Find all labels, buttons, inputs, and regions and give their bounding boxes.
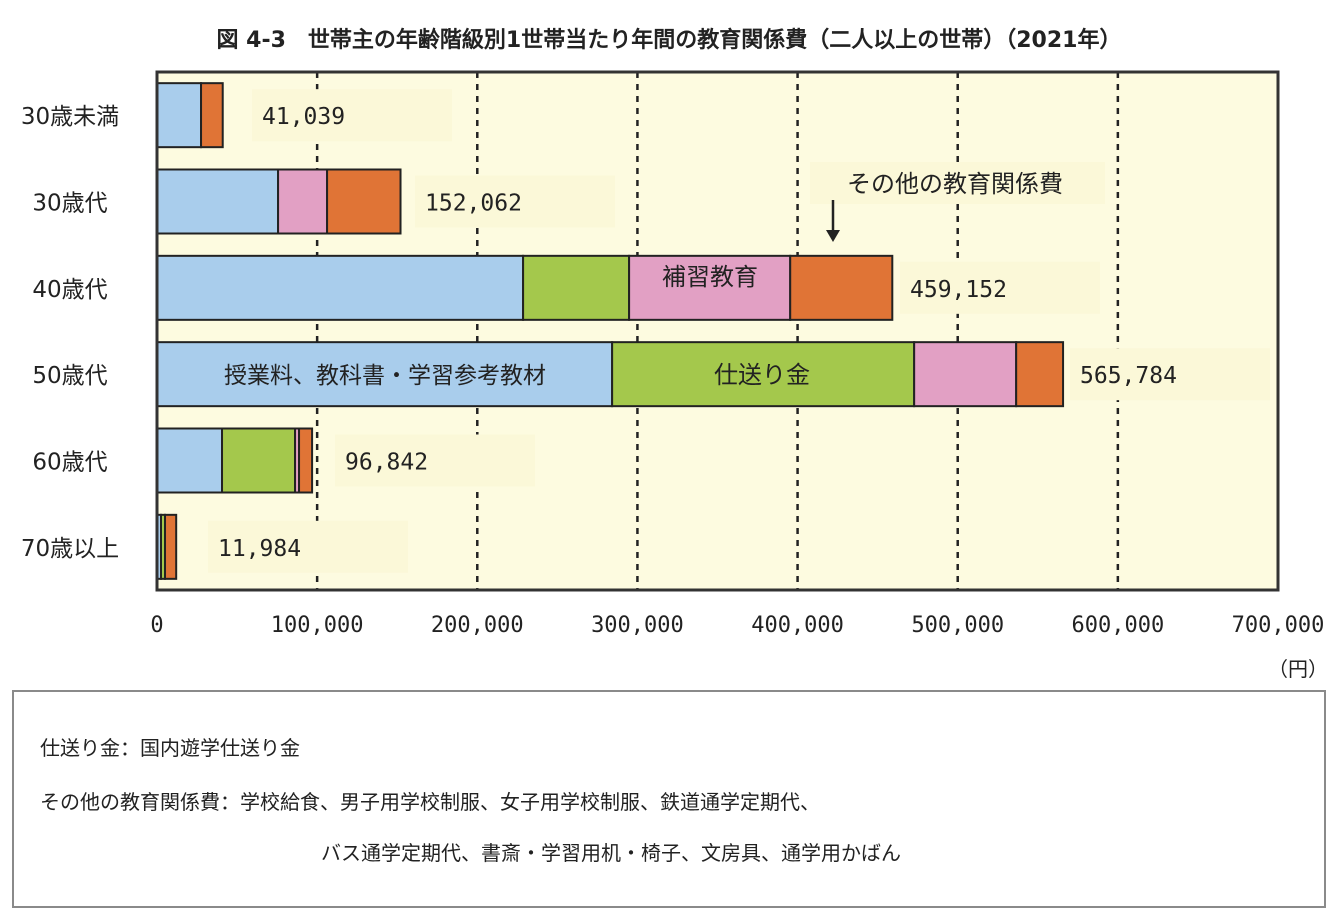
plot-background — [157, 72, 1278, 590]
plot-frame — [155, 70, 1280, 592]
bar-segment — [156, 82, 203, 149]
bar-segment — [913, 341, 1018, 408]
total-label-bg — [335, 434, 535, 487]
bar-chart: 0 100,000 200,000 300,000 400,000 500,000 600,… — [21, 70, 1328, 681]
category-label: 40歳代 — [32, 277, 107, 303]
category-label: 70歳以上 — [21, 536, 119, 562]
total-label-bg — [415, 175, 615, 228]
total-label-bg — [252, 89, 452, 142]
arrow-head-icon — [826, 230, 840, 242]
x-unit-label: （円） — [1268, 657, 1328, 681]
total-label: 459,152 — [910, 277, 1007, 303]
total-label-bg — [900, 261, 1100, 314]
total-label: 41,039 — [262, 104, 345, 130]
bar-segment — [156, 168, 280, 235]
note-other-2: バス通学定期代、書斎・学習用机・椅子、文房具、通学用かばん — [321, 841, 901, 865]
category-label: 50歳代 — [32, 363, 107, 389]
annotation-tuition: 授業料、教科書・学習参考教材 — [224, 363, 546, 389]
x-tick-label: 500,000 — [911, 613, 1004, 638]
category-label: 30歳代 — [32, 191, 107, 217]
category-label: 30歳未満 — [21, 104, 119, 130]
bar-segment — [200, 82, 224, 149]
bar-segment — [611, 341, 916, 408]
x-tick-label: 0 — [150, 613, 163, 638]
total-label-bg — [208, 520, 408, 573]
bar-segment — [522, 254, 631, 321]
bar-segment — [789, 254, 894, 321]
bar-segment — [1015, 341, 1065, 408]
x-tick-label: 700,000 — [1232, 613, 1325, 638]
bar-segment — [298, 427, 314, 494]
annotation-other-bg — [810, 162, 1105, 204]
bar-segment — [156, 427, 224, 494]
total-label: 152,062 — [425, 191, 522, 217]
note-allowance: 仕送り金：国内遊学仕送り金 — [40, 736, 300, 760]
x-tick-label: 200,000 — [431, 613, 524, 638]
annotation-other: その他の教育関係費 — [847, 170, 1063, 198]
total-label-bg — [1070, 348, 1270, 401]
annotation-supplementary: 補習教育 — [662, 263, 758, 291]
annotation-allowance: 仕送り金 — [714, 361, 810, 389]
chart-title: 図 4-3 世帯主の年齢階級別1世帯当たり年間の教育関係費（二人以上の世帯）（2… — [216, 28, 1122, 53]
total-label: 565,784 — [1080, 363, 1177, 389]
bar-segment — [326, 168, 402, 235]
total-label: 11,984 — [218, 536, 301, 562]
bar-segment — [164, 513, 178, 580]
x-tick-label: 400,000 — [751, 613, 844, 638]
notes-box: 仕送り金：国内遊学仕送り金 その他の教育関係費：学校給食、男子用学校制服、女子用… — [12, 690, 1326, 908]
bar-segment — [156, 254, 525, 321]
bar-segment — [628, 254, 792, 321]
x-tick-label: 600,000 — [1071, 613, 1164, 638]
category-label: 60歳代 — [32, 450, 107, 476]
bar-segment — [277, 168, 329, 235]
bar-segment — [221, 427, 297, 494]
x-tick-label: 100,000 — [271, 613, 364, 638]
note-other-1: その他の教育関係費：学校給食、男子用学校制服、女子用学校制服、鉄道通学定期代、 — [40, 790, 820, 814]
x-tick-label: 300,000 — [591, 613, 684, 638]
total-label: 96,842 — [345, 450, 428, 476]
